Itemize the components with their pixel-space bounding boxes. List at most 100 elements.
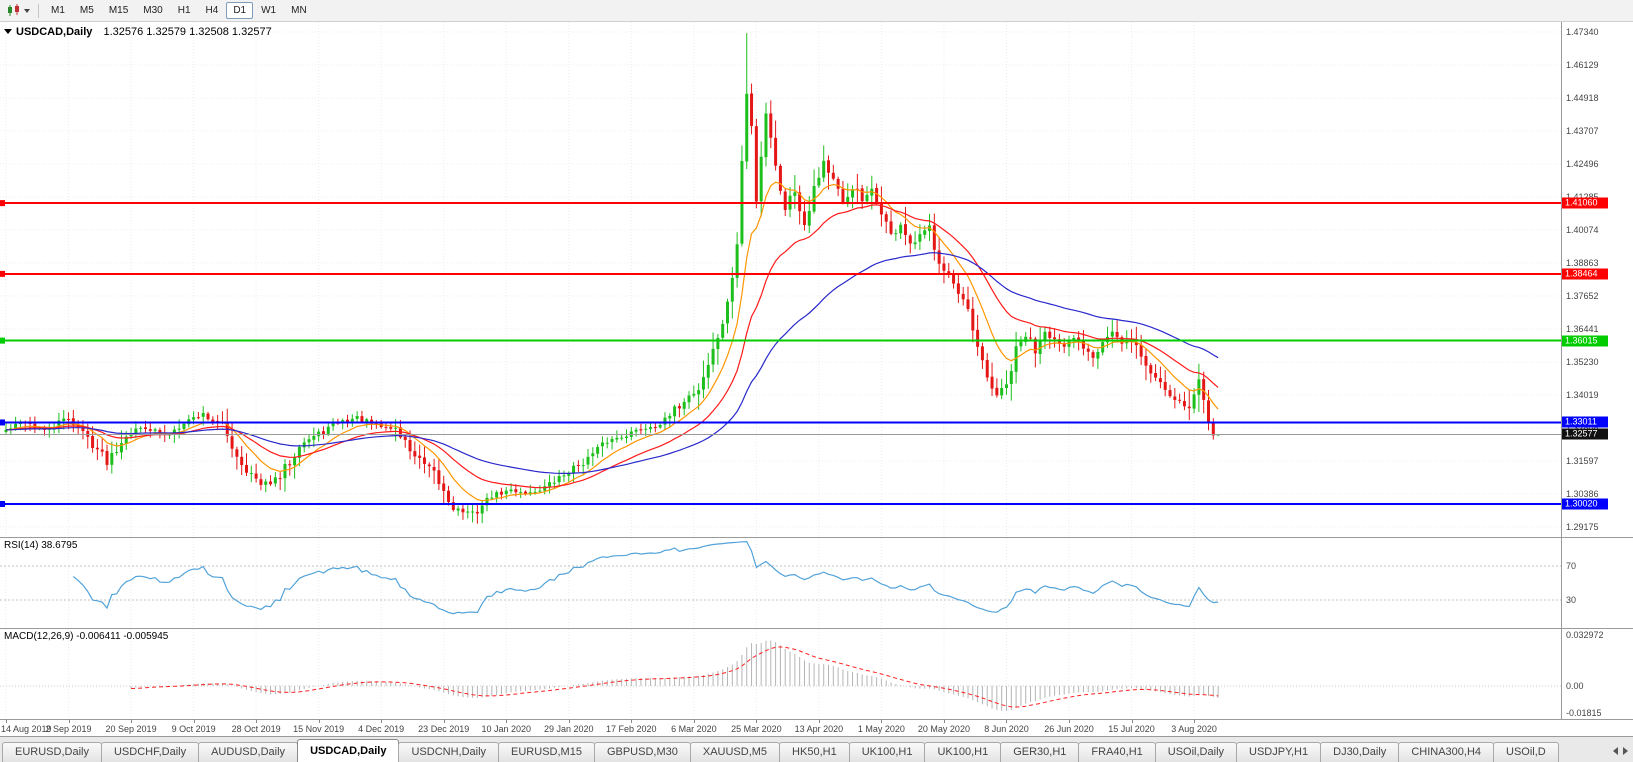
timeframe-button-d1[interactable]: D1 [226, 2, 254, 19]
price-scale[interactable]: 1.47340 1.46129 1.44918 1.43707 1.42496 1.412… [1561, 22, 1633, 537]
tab-hk50-h1[interactable]: HK50,H1 [779, 742, 850, 762]
date-tick-mark [256, 720, 258, 723]
tab-audusd-daily[interactable]: AUDUSD,Daily [198, 742, 299, 762]
date-tick-mark [318, 720, 320, 723]
price-tick-label: 1.32808 [1566, 423, 1599, 433]
tabs-scroll-left-icon[interactable] [1613, 747, 1618, 755]
macd-axis-label: 0.00 [1566, 680, 1584, 691]
macd-chart-canvas[interactable] [0, 629, 1561, 719]
ohlc-values: 1.32576 1.32579 1.32508 1.32577 [103, 26, 272, 38]
date-tick-label: 9 Oct 2019 [171, 724, 216, 734]
price-tick-label: 1.44918 [1566, 93, 1599, 103]
price-tick-label: 1.46129 [1566, 60, 1599, 70]
date-tick-mark [131, 720, 133, 723]
hline-price-badge: 1.38464 [1562, 268, 1608, 280]
hline-left-marker [0, 337, 5, 344]
price-tick-label: 1.34019 [1566, 390, 1599, 400]
panel-splitter[interactable] [0, 537, 1633, 538]
date-tick-mark [631, 720, 633, 723]
toolbar-separator [38, 3, 39, 18]
chart-title: USDCAD,Daily 1.32576 1.32579 1.32508 1.3… [16, 26, 272, 38]
date-tick-label: 17 Feb 2020 [606, 724, 657, 734]
chart-menu-dropdown-icon[interactable] [4, 29, 12, 34]
rsi-level-label: 70 [1566, 561, 1577, 572]
tab-ger30-h1[interactable]: GER30,H1 [1000, 742, 1080, 762]
timeframe-button-m5[interactable]: M5 [79, 5, 94, 16]
macd-histogram [130, 640, 1219, 711]
candlestick-chart-icon [8, 4, 19, 16]
tab-dj30-daily[interactable]: DJ30,Daily [1320, 742, 1400, 762]
tab-usdchf-daily[interactable]: USDCHF,Daily [100, 742, 200, 762]
date-tick-label: 14 Aug 2019 [1, 724, 52, 734]
timeframe-button-w1[interactable]: W1 [261, 5, 277, 16]
chart-tab-bar: EURUSD,Daily USDCHF,Daily AUDUSD,Daily USDC… [0, 736, 1633, 762]
tab-fra40-h1[interactable]: FRA40,H1 [1078, 742, 1156, 762]
rsi-panel: RSI(14) 38.6795 70 30 [0, 538, 1633, 628]
tab-uk100-h1[interactable]: UK100,H1 [924, 742, 1002, 762]
date-tick-mark [943, 720, 945, 723]
hline-price-badge: 1.36015 [1562, 335, 1608, 347]
timeframe-button-m15[interactable]: M15 [108, 5, 129, 16]
macd-panel: MACD(12,26,9) -0.006411 -0.005945 0.0329… [0, 629, 1633, 719]
date-tick-mark [68, 720, 70, 723]
macd-axis-label: -0.01815 [1566, 708, 1602, 718]
price-chart-canvas[interactable] [0, 22, 1561, 537]
timeframe-button-mn[interactable]: MN [291, 5, 307, 16]
price-tick-label: 1.40074 [1566, 225, 1599, 235]
chart-area: USDCAD,Daily 1.32576 1.32579 1.32508 1.3… [0, 22, 1633, 719]
timeframe-button-group: M1 M5 M15 M30 H1 H4 D1 W1 MN [44, 2, 314, 19]
price-tick-label: 1.31597 [1566, 456, 1599, 466]
date-axis[interactable]: 14 Aug 2019 2 Sep 2019 20 Sep 2019 9 Oct 20… [0, 719, 1633, 736]
hline-left-marker [0, 500, 5, 507]
date-tick-label: 4 Dec 2019 [358, 724, 405, 734]
tab-eurusd-daily[interactable]: EURUSD,Daily [2, 742, 102, 762]
tab-usdjpy-h1[interactable]: USDJPY,H1 [1236, 742, 1322, 762]
hline-price-badge: 1.41060 [1562, 197, 1608, 209]
timeframe-button-m1[interactable]: M1 [51, 5, 65, 16]
date-tick-label: 3 Aug 2020 [1171, 724, 1217, 734]
chart-type-button[interactable] [4, 4, 33, 17]
rsi-scale[interactable]: 70 30 [1561, 538, 1633, 628]
macd-signal-line [131, 646, 1219, 708]
date-tick-label: 28 Oct 2019 [231, 724, 281, 734]
date-tick-label: 10 Jan 2020 [481, 724, 532, 734]
timeframe-button-h4[interactable]: H4 [205, 5, 219, 16]
timeframe-button-h1[interactable]: H1 [177, 5, 191, 16]
tabs-scroll-right-icon[interactable] [1623, 747, 1628, 755]
tab-china300-h4[interactable]: CHINA300,H4 [1398, 742, 1495, 762]
tab-eurusd-m15[interactable]: EURUSD,M15 [498, 742, 595, 762]
hline-left-marker [0, 419, 5, 426]
tab-usdcad-daily[interactable]: USDCAD,Daily [297, 739, 400, 762]
panel-splitter[interactable] [0, 628, 1633, 629]
price-tick-label: 1.43707 [1566, 126, 1599, 136]
hline-left-marker [0, 270, 5, 277]
date-tick-label: 15 Nov 2019 [293, 724, 345, 734]
price-tick-label: 1.37652 [1566, 291, 1599, 301]
rsi-chart-canvas[interactable] [0, 538, 1561, 628]
date-tick-mark [6, 720, 7, 723]
tab-gbpusd-m30[interactable]: GBPUSD,M30 [593, 742, 691, 762]
symbol-period-label: USDCAD,Daily [16, 26, 93, 38]
tab-usoil-d[interactable]: USOil,D [1493, 742, 1559, 762]
price-tick-label: 1.29175 [1566, 522, 1599, 532]
tab-usdcnh-daily[interactable]: USDCNH,Daily [398, 742, 500, 762]
horizontal-grid [0, 31, 1561, 528]
macd-scale[interactable]: 0.032972 0.00 -0.01815 [1561, 629, 1633, 719]
rsi-label: RSI(14) 38.6795 [4, 540, 78, 551]
date-tick-mark [193, 720, 195, 723]
date-tick-label: 23 Dec 2019 [418, 724, 470, 734]
date-tick-mark [693, 720, 695, 723]
tab-uk100-h1[interactable]: UK100,H1 [848, 742, 926, 762]
tab-xauusd-m5[interactable]: XAUUSD,M5 [689, 742, 781, 762]
date-tick-label: 2 Sep 2019 [45, 724, 92, 734]
slow-ema-line[interactable] [6, 252, 1219, 474]
tab-usoil-daily[interactable]: USOil,Daily [1154, 742, 1238, 762]
date-tick-label: 26 Jun 2020 [1044, 724, 1094, 734]
timeframe-button-m30[interactable]: M30 [143, 5, 163, 16]
date-tick-mark [756, 720, 758, 723]
date-tick-mark [506, 720, 508, 723]
mid-ema-line[interactable] [5, 204, 1219, 489]
date-tick-mark [818, 720, 820, 723]
date-tick-label: 20 May 2020 [917, 724, 970, 734]
